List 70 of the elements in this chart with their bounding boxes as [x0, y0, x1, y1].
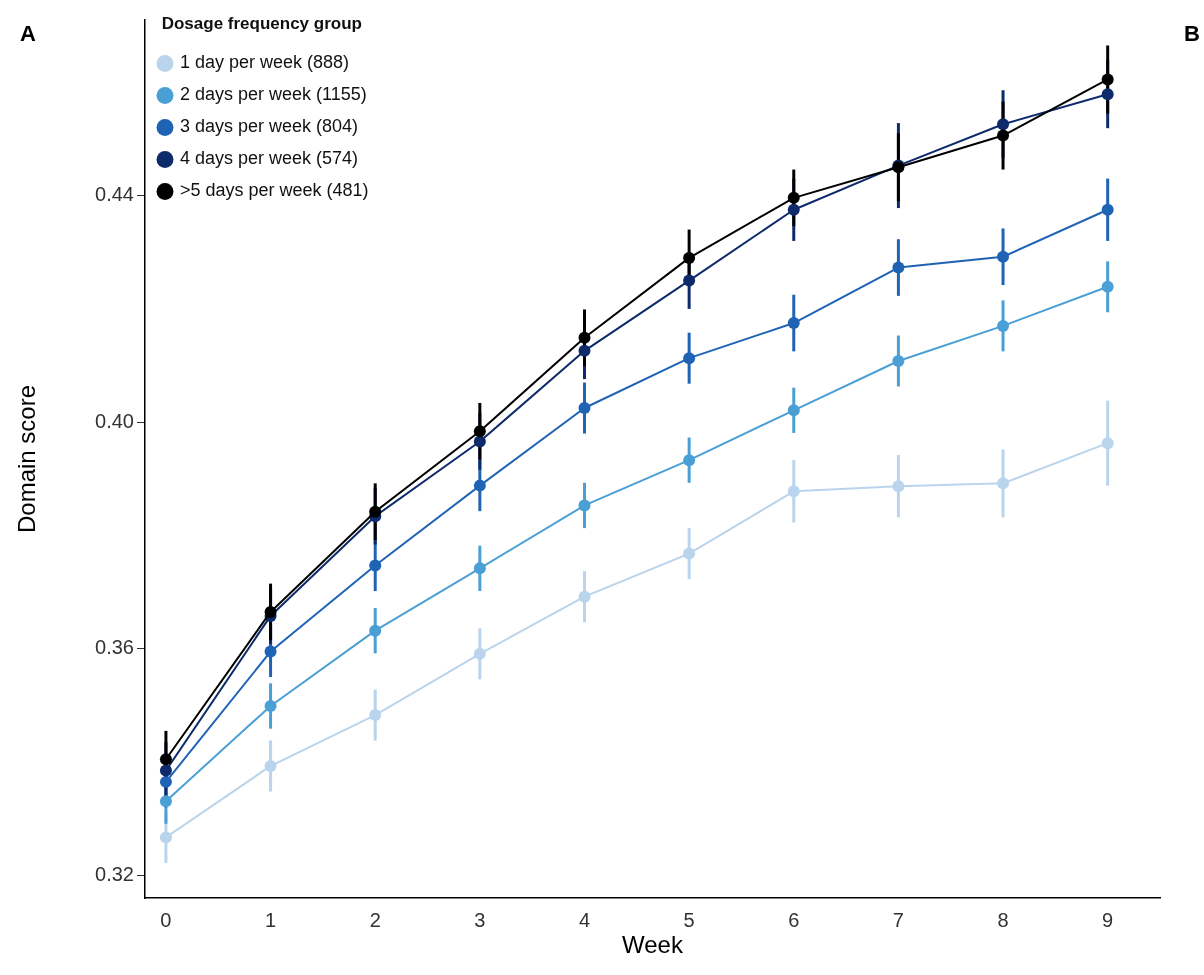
point [997, 129, 1010, 142]
x-tick-label: 1 [265, 908, 277, 931]
point [473, 647, 486, 660]
text: A [20, 21, 36, 47]
legend-label: >5 days per week (481) [180, 180, 369, 201]
point [1101, 203, 1114, 216]
point [473, 425, 486, 438]
point [369, 709, 382, 722]
legend-label: 1 day per week (888) [180, 52, 350, 73]
x-tick-label: 0 [160, 908, 172, 931]
legend-label: 4 days per week (574) [180, 148, 359, 169]
y-tick-label: 0.40 [95, 409, 134, 432]
point [473, 562, 486, 575]
point [578, 402, 591, 415]
point [892, 261, 905, 274]
point [264, 645, 277, 658]
y-axis-title: Domain score [13, 384, 41, 534]
x-tick-label: 9 [1102, 908, 1114, 931]
y-tick-label: 0.36 [95, 636, 134, 659]
point [787, 485, 800, 498]
point [997, 118, 1010, 131]
x-tick-label: 7 [892, 908, 904, 931]
point [264, 760, 277, 773]
point [264, 605, 277, 618]
point [159, 775, 172, 788]
legend-label: 2 days per week (1155) [180, 84, 367, 105]
x-tick-label: 4 [578, 908, 591, 931]
x-tick-label: 8 [997, 908, 1009, 931]
point [1101, 73, 1114, 86]
point [997, 250, 1010, 263]
point [264, 699, 277, 712]
x-tick-label: 2 [369, 908, 381, 931]
point [787, 191, 800, 204]
point [578, 590, 591, 603]
x-tick-label: 3 [474, 908, 486, 931]
point [1101, 280, 1114, 293]
point [683, 454, 696, 467]
point [683, 352, 696, 365]
point [997, 319, 1010, 332]
point [892, 355, 905, 367]
point [1101, 437, 1114, 450]
x-tick-label: 6 [788, 908, 800, 931]
point [578, 499, 591, 512]
point [683, 251, 696, 264]
point [159, 831, 172, 844]
point [1101, 88, 1114, 101]
y-tick-label: 0.32 [95, 862, 134, 885]
point [159, 795, 172, 808]
y-tick-label: 0.44 [95, 183, 134, 206]
point [578, 331, 591, 344]
point [683, 274, 696, 287]
point [159, 764, 172, 777]
x-axis-title: Week [622, 931, 684, 959]
point [473, 479, 486, 492]
point [369, 559, 382, 572]
point [473, 435, 486, 448]
point [787, 203, 800, 216]
legend-title: Dosage frequency group [161, 14, 362, 34]
x-tick-label: 5 [683, 908, 695, 931]
point [369, 624, 382, 637]
point [997, 477, 1010, 490]
point [787, 317, 800, 330]
point [683, 547, 696, 560]
point [159, 753, 172, 766]
point [892, 480, 905, 493]
legend-label: 3 days per week (804) [180, 116, 359, 137]
point [787, 404, 800, 417]
point [578, 344, 591, 357]
point [369, 505, 382, 518]
text: B [1184, 21, 1200, 47]
